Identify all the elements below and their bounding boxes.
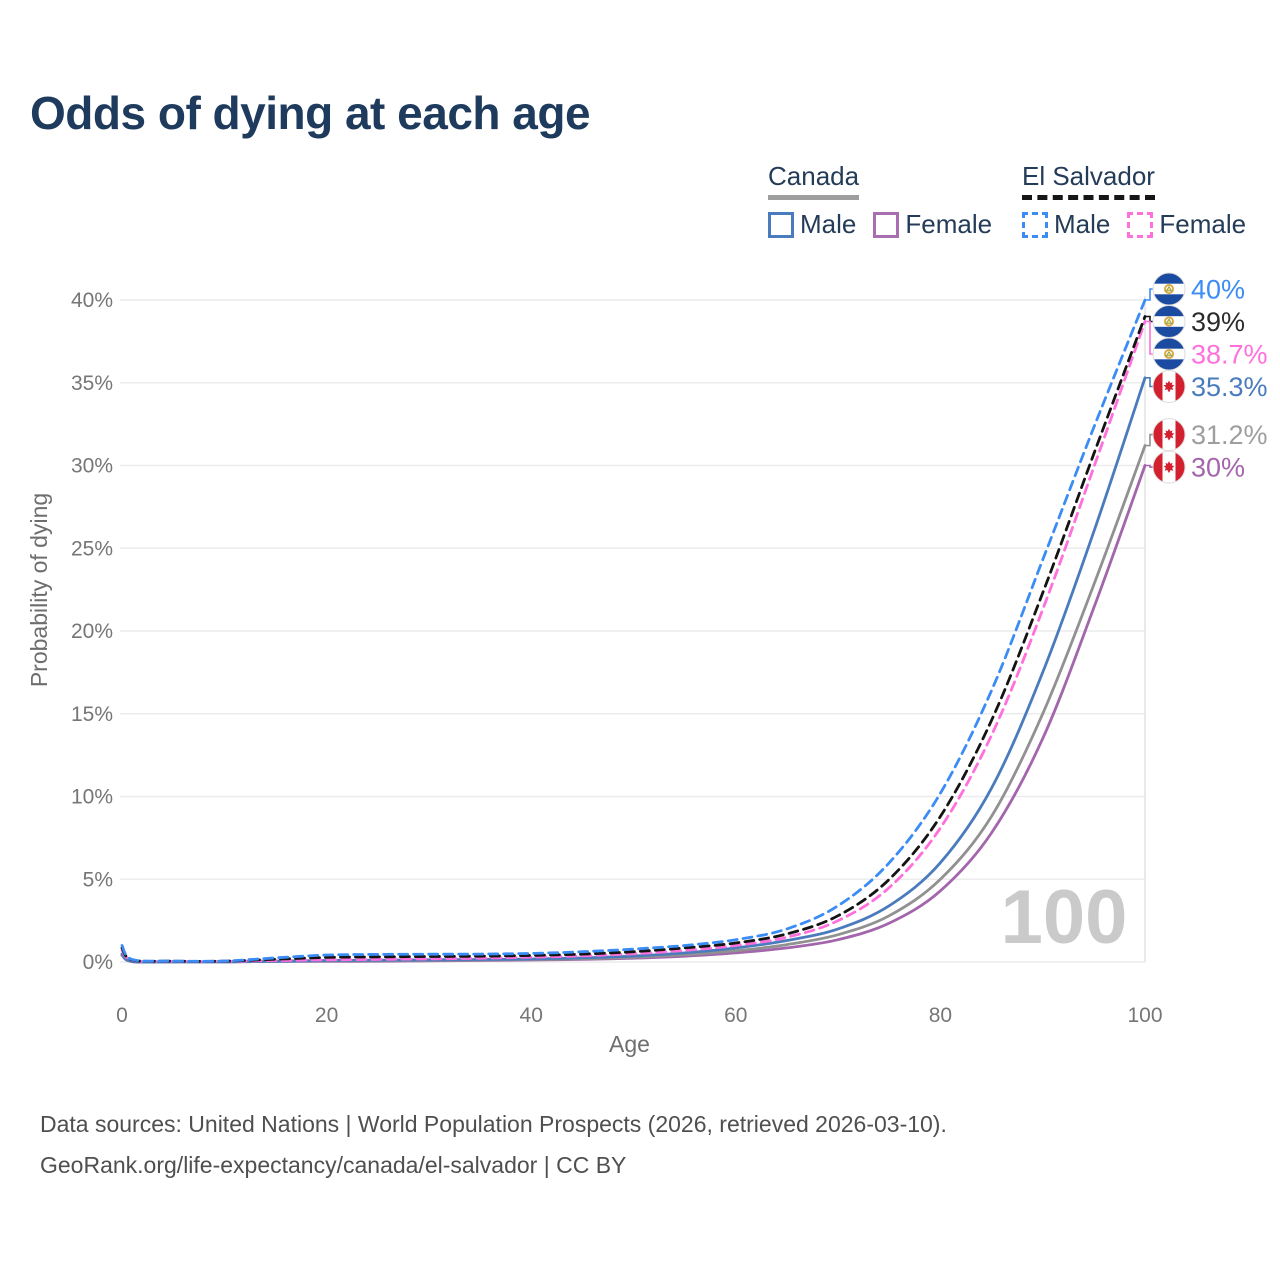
- page-title: Odds of dying at each age: [30, 87, 591, 139]
- label-connector: [1145, 315, 1153, 323]
- series-line-el-salvador-female[interactable]: [120, 320, 1147, 963]
- legend-label-el-salvador-male: Male: [1054, 209, 1111, 239]
- el-salvador-female-swatch-icon: [1127, 211, 1154, 238]
- y-tick-label: 0%: [83, 951, 113, 974]
- legend-row-canada: Male Female: [768, 209, 992, 240]
- label-connector: [1145, 433, 1153, 447]
- y-tick-label: 40%: [71, 289, 113, 312]
- end-label-el-salvador-total[interactable]: 39%: [1145, 305, 1245, 338]
- legend-label-canada-female: Female: [905, 209, 993, 239]
- legend-item-canada-male[interactable]: Male: [768, 209, 856, 240]
- legend-row-el-salvador: Male Female: [1022, 209, 1246, 240]
- canada-flag-icon: [1153, 370, 1185, 403]
- y-tick-label: 35%: [71, 372, 113, 395]
- el-salvador-flag-icon: [1153, 273, 1185, 305]
- series-line-canada-total[interactable]: [120, 444, 1147, 964]
- canada-flag-icon: [1153, 451, 1185, 484]
- end-value-label: 40%: [1191, 275, 1245, 305]
- end-label-el-salvador-female[interactable]: 38.7%: [1145, 320, 1268, 371]
- el-salvador-flag-icon: [1153, 338, 1185, 370]
- end-label-canada-female[interactable]: 30%: [1145, 450, 1245, 484]
- x-tick-label: 100: [1127, 1004, 1162, 1027]
- legend-label-canada-male: Male: [800, 209, 857, 239]
- el-salvador-flag-icon: [1153, 305, 1185, 338]
- age-watermark: 100: [1000, 875, 1128, 960]
- label-connector: [1145, 464, 1153, 468]
- y-tick-label: 30%: [71, 455, 113, 478]
- end-label-el-salvador-male[interactable]: 40%: [1145, 272, 1245, 306]
- end-label-canada-total[interactable]: 31.2%: [1145, 418, 1268, 452]
- end-value-label: 39%: [1191, 307, 1245, 337]
- legend-group-el-salvador: El Salvador Male Female: [1022, 161, 1246, 240]
- footer: Data sources: United Nations | World Pop…: [40, 1104, 947, 1187]
- el-salvador-male-swatch-icon: [1022, 211, 1048, 238]
- legend-country-el-salvador: El Salvador: [1022, 161, 1155, 200]
- canada-female-swatch-icon: [873, 211, 900, 238]
- end-value-label: 35.3%: [1191, 372, 1268, 402]
- label-connector: [1145, 288, 1153, 301]
- y-tick-label: 25%: [71, 537, 113, 560]
- label-connector: [1145, 377, 1153, 388]
- label-connector: [1145, 320, 1153, 355]
- legend-country-canada: Canada: [768, 161, 860, 200]
- x-tick-label: 0: [116, 1004, 128, 1027]
- y-tick-label: 20%: [71, 620, 113, 643]
- canada-male-swatch-icon: [768, 211, 794, 238]
- series-line-el-salvador-total[interactable]: [120, 315, 1147, 963]
- canada-flag-icon: [1153, 418, 1185, 451]
- end-value-label: 38.7%: [1191, 340, 1268, 370]
- x-tick-label: 80: [929, 1004, 952, 1027]
- legend-label-el-salvador-female: Female: [1159, 209, 1247, 239]
- x-tick-label: 40: [520, 1004, 543, 1027]
- end-value-label: 30%: [1191, 453, 1245, 483]
- legend-item-el-salvador-male[interactable]: Male: [1022, 209, 1110, 240]
- y-tick-label: 5%: [83, 868, 113, 891]
- footer-data-sources: Data sources: United Nations | World Pop…: [40, 1111, 947, 1137]
- x-tick-label: 60: [724, 1004, 747, 1027]
- footer-attribution: GeoRank.org/life-expectancy/canada/el-sa…: [40, 1152, 627, 1179]
- legend-item-canada-female[interactable]: Female: [873, 209, 992, 240]
- y-axis-title: Probability of dying: [26, 493, 52, 687]
- y-tick-label: 15%: [71, 703, 113, 726]
- y-tick-label: 10%: [71, 786, 113, 809]
- series-line-el-salvador-male[interactable]: [120, 298, 1147, 963]
- legend-item-el-salvador-female[interactable]: Female: [1127, 209, 1246, 240]
- legend-group-canada: Canada Male Female: [768, 161, 992, 240]
- x-tick-label: 20: [315, 1004, 338, 1027]
- x-axis-title: Age: [609, 1031, 650, 1057]
- end-label-canada-male[interactable]: 35.3%: [1145, 370, 1268, 403]
- end-value-label: 31.2%: [1191, 420, 1268, 450]
